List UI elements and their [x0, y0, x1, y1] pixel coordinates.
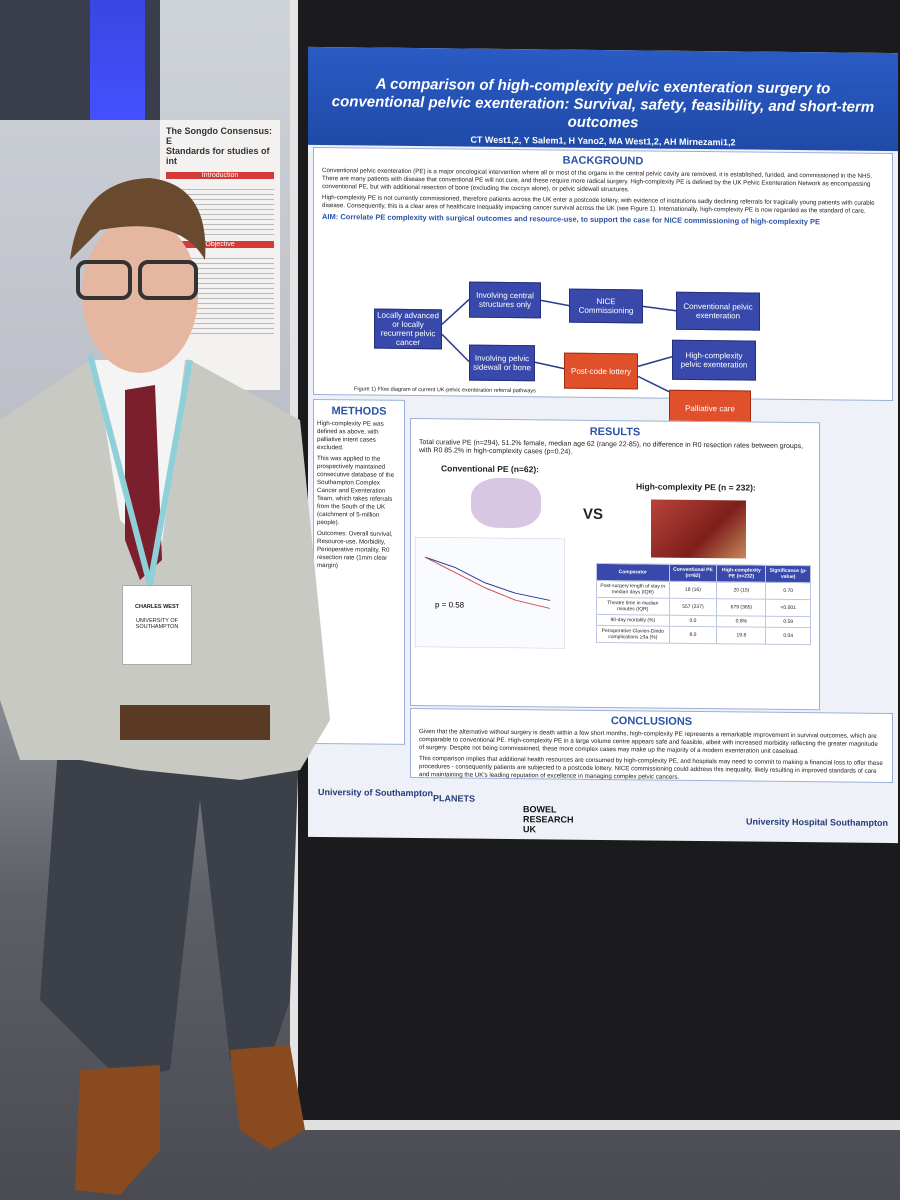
shoe: [230, 1045, 305, 1150]
badge-org: UNIVERSITY OF SOUTHAMPTON: [135, 618, 179, 630]
survival-curve: [424, 556, 551, 609]
poster: A comparison of high-complexity pelvic e…: [308, 46, 898, 844]
survival-plot: p = 0.58: [415, 537, 565, 649]
arrows: [441, 299, 677, 393]
jacket: [0, 360, 330, 780]
neighbour-section: Introduction: [166, 172, 274, 179]
survival-curve: [424, 556, 551, 601]
ceiling-lights: [90, 0, 145, 120]
glasses: [76, 260, 132, 300]
belt: [120, 705, 270, 740]
badge-name: CHARLES WEST: [135, 604, 179, 610]
neighbour-subtitle: Standards for studies of int: [166, 146, 270, 166]
flow-arrows: [441, 299, 677, 393]
neighbour-section: Objective: [166, 241, 274, 248]
p-value: p = 0.58: [435, 600, 465, 609]
background-box: BACKGROUND Conventional pelvic exenterat…: [313, 146, 893, 427]
hair: [70, 178, 206, 260]
plot-frame: [415, 537, 565, 649]
shoe: [75, 1065, 160, 1195]
results-box: RESULTS Total curative PE (n=294), 51.2%…: [410, 417, 820, 711]
neighbour-title: The Songdo Consensus: E: [166, 126, 273, 146]
glasses: [138, 260, 198, 300]
name-badge: CHARLES WEST UNIVERSITY OF SOUTHAMPTON: [122, 585, 192, 665]
trousers: [40, 720, 300, 1080]
